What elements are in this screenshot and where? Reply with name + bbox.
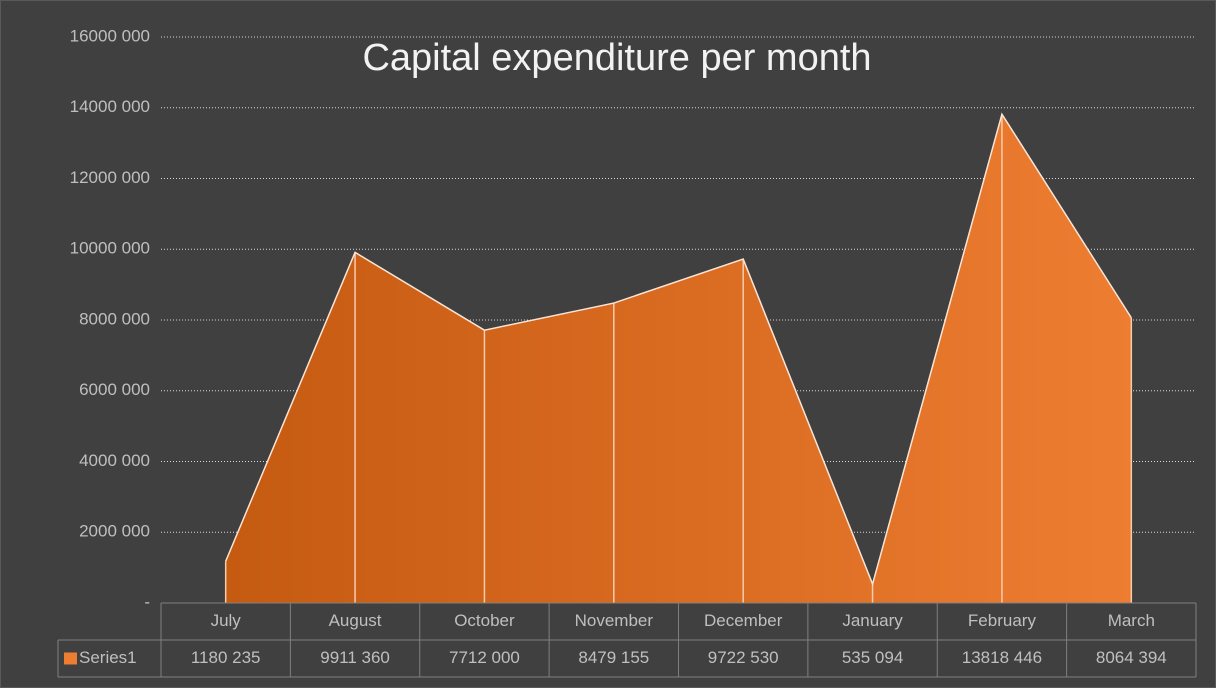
x-tick-label: August (329, 611, 382, 630)
area-edge (224, 112, 1132, 587)
x-tick-label: February (968, 611, 1037, 630)
data-label: 9911 360 (320, 648, 390, 667)
y-tick-label: 8000 000 (79, 309, 150, 328)
y-tick-label: 6000 000 (79, 380, 150, 399)
legend-label: Series1 (79, 648, 137, 667)
data-label: 13818 446 (962, 648, 1042, 667)
data-label: 8479 155 (578, 648, 649, 667)
y-tick-label: 10000 000 (70, 239, 150, 258)
data-label: 535 094 (842, 648, 903, 667)
data-label: 9722 530 (708, 648, 779, 667)
y-tick-label: 14000 000 (70, 97, 150, 116)
y-tick-label: 16000 000 (70, 26, 150, 45)
x-tick-label: July (211, 611, 242, 630)
x-tick-label: January (842, 611, 903, 630)
area (225, 114, 1132, 603)
legend-key (64, 652, 77, 665)
x-tick-label: October (454, 611, 515, 630)
y-tick-label: - (144, 592, 150, 611)
y-tick-label: 12000 000 (70, 168, 150, 187)
y-tick-label: 4000 000 (79, 451, 150, 470)
x-tick-label: March (1108, 611, 1155, 630)
data-label: 7712 000 (449, 648, 520, 667)
data-label: 8064 394 (1096, 648, 1167, 667)
chart-title: Capital expenditure per month (362, 37, 871, 79)
data-label: 1180 235 (191, 648, 261, 667)
x-tick-label: November (575, 611, 654, 630)
y-tick-label: 2000 000 (79, 522, 150, 541)
x-tick-label: December (704, 611, 783, 630)
